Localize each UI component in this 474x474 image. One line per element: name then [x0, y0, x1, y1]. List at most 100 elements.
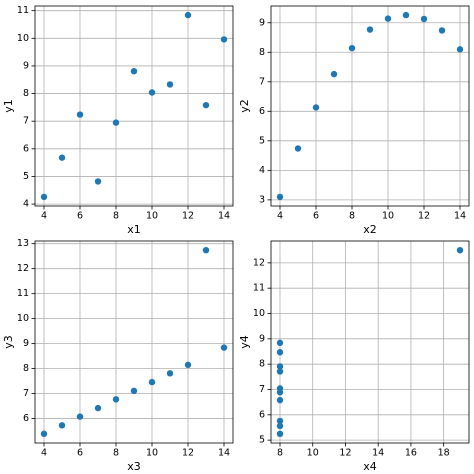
point: [148, 89, 156, 96]
point: [402, 11, 410, 19]
point: [276, 430, 284, 438]
point: [40, 430, 48, 438]
point: [312, 104, 320, 111]
point: [438, 27, 446, 34]
y-tick-label: 8: [259, 47, 265, 58]
y-tick-label: 10: [253, 308, 265, 319]
axes-frame: [270, 5, 470, 207]
point: [276, 389, 284, 396]
point: [276, 417, 284, 425]
point: [76, 413, 84, 420]
x-axis-label: x4: [363, 460, 377, 473]
x-tick-label: 12: [418, 211, 430, 222]
point: [184, 361, 192, 369]
point: [276, 368, 284, 375]
x-tick-label: 10: [146, 448, 158, 459]
y-axis-label: y3: [2, 335, 15, 349]
axes-frame: [34, 240, 234, 444]
point: [58, 422, 66, 429]
point: [220, 344, 228, 351]
y-tick-label: 10: [17, 313, 29, 324]
y-tick-label: 8: [259, 359, 265, 370]
x-tick-label: 6: [77, 211, 83, 222]
point: [220, 36, 228, 43]
y-tick-label: 6: [259, 106, 265, 117]
point: [166, 370, 174, 377]
x-tick-label: 8: [277, 448, 283, 459]
y-tick-label: 5: [259, 135, 265, 146]
x-axis-label: x2: [363, 223, 377, 236]
y-tick-label: 11: [17, 288, 29, 299]
point: [294, 145, 302, 152]
x-tick-label: 14: [218, 211, 230, 222]
point: [166, 81, 174, 88]
x-tick-label: 14: [218, 448, 230, 459]
point: [184, 11, 192, 19]
point: [366, 26, 374, 33]
point: [94, 404, 102, 412]
y-tick-label: 9: [259, 17, 265, 28]
x-tick-label: 6: [77, 448, 83, 459]
point: [130, 67, 138, 75]
point: [112, 396, 120, 403]
x-tick-label: 18: [438, 448, 450, 459]
point: [202, 246, 210, 254]
y-tick-label: 10: [17, 33, 29, 44]
y-tick-label: 9: [23, 60, 29, 71]
x-tick-label: 14: [454, 211, 466, 222]
y-tick-label: 3: [259, 194, 265, 205]
point: [348, 44, 356, 52]
point: [456, 46, 464, 53]
y-axis-label: y1: [2, 99, 15, 113]
y-tick-label: 7: [23, 116, 29, 127]
y-tick-label: 11: [17, 5, 29, 16]
x-axis-label: x1: [127, 223, 141, 236]
point: [420, 15, 428, 23]
x-tick-label: 12: [182, 448, 194, 459]
point: [112, 119, 120, 126]
y-tick-label: 8: [23, 88, 29, 99]
point: [456, 246, 464, 254]
x-tick-label: 6: [313, 211, 319, 222]
point: [276, 193, 284, 201]
y-axis-label: y4: [238, 335, 251, 349]
y-tick-label: 5: [23, 171, 29, 182]
x-tick-label: 8: [113, 448, 119, 459]
point: [384, 15, 392, 22]
x-tick-label: 8: [349, 211, 355, 222]
x-tick-label: 10: [382, 211, 394, 222]
point: [276, 396, 284, 404]
y-tick-label: 13: [17, 238, 29, 249]
point: [202, 101, 210, 109]
x-tick-label: 10: [146, 211, 158, 222]
axes-frame: [34, 5, 234, 207]
y-tick-label: 7: [259, 76, 265, 87]
y-tick-label: 6: [259, 409, 265, 420]
y-tick-label: 6: [23, 143, 29, 154]
y-tick-label: 7: [259, 384, 265, 395]
y-tick-label: 6: [23, 413, 29, 424]
x-tick-label: 16: [405, 448, 417, 459]
point: [76, 111, 84, 118]
y-tick-label: 9: [23, 338, 29, 349]
y-tick-label: 4: [259, 165, 265, 176]
x-tick-label: 4: [41, 448, 47, 459]
x-tick-label: 12: [339, 448, 351, 459]
y-tick-label: 7: [23, 388, 29, 399]
point: [58, 154, 66, 161]
y-axis-label: y2: [238, 99, 251, 113]
point: [94, 178, 102, 185]
x-tick-label: 4: [277, 211, 283, 222]
point: [276, 349, 284, 356]
axes-frame: [270, 240, 470, 444]
point: [276, 363, 284, 370]
y-tick-label: 12: [17, 263, 29, 274]
x-tick-label: 12: [182, 211, 194, 222]
x-axis-label: x3: [127, 460, 141, 473]
x-tick-label: 10: [307, 448, 319, 459]
x-tick-label: 8: [113, 211, 119, 222]
x-tick-label: 4: [41, 211, 47, 222]
y-tick-label: 12: [253, 257, 265, 268]
point: [148, 378, 156, 386]
